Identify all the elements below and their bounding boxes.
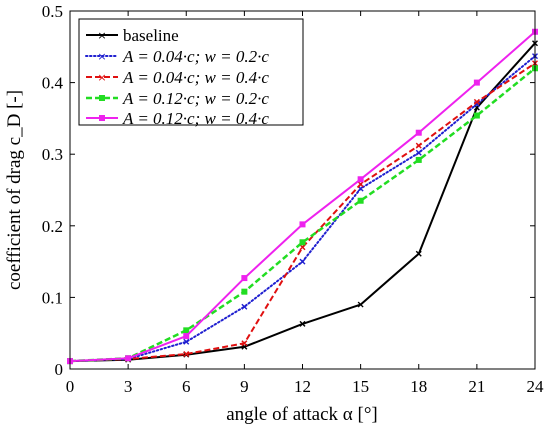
legend-entry-a012-w02: A = 0.12·c; w = 0.2·c (86, 89, 269, 108)
data-point (299, 244, 306, 251)
y-tick-label: 0.1 (42, 288, 63, 307)
data-point (357, 197, 364, 204)
x-tick-label: 18 (410, 377, 427, 396)
legend-marker-a004-w02: × (97, 50, 106, 63)
y-tick-label: 0.4 (42, 74, 64, 93)
legend-marker-a004-w04: × (97, 71, 106, 84)
legend-label-baseline: baseline (123, 26, 179, 45)
series-line-2 (69, 62, 536, 363)
legend-marker-a012-w04 (99, 115, 105, 121)
data-point (299, 221, 306, 228)
data-point (415, 129, 422, 136)
legend: × baseline × A = 0.04·c; w = 0.2·c × A =… (78, 18, 304, 128)
series-line-3 (69, 67, 536, 363)
x-tick-label: 21 (468, 377, 485, 396)
legend-marker-baseline: × (97, 29, 106, 42)
data-point (241, 303, 248, 310)
data-point (241, 340, 248, 347)
legend-label-a004-w02: A = 0.04·c; w = 0.2·c (122, 47, 269, 66)
data-point (473, 98, 480, 105)
data-point (357, 176, 364, 183)
x-tick-label: 3 (124, 377, 133, 396)
legend-label-a004-w04: A = 0.04·c; w = 0.4·c (122, 68, 269, 87)
data-point (183, 327, 190, 334)
data-point (241, 275, 248, 282)
x-tick-label: 9 (240, 377, 249, 396)
x-tick-label: 12 (294, 377, 311, 396)
data-point (299, 258, 306, 265)
y-tick-label: 0.5 (42, 2, 63, 21)
y-tick-label: 0.2 (42, 217, 63, 236)
legend-entry-a004-w02: × A = 0.04·c; w = 0.2·c (85, 47, 269, 66)
data-point (125, 355, 132, 362)
data-point (415, 250, 422, 257)
plot-series-layer (67, 28, 538, 365)
legend-entry-baseline: × baseline (86, 26, 179, 45)
legend-marker-a012-w02 (99, 95, 105, 101)
data-point (183, 350, 190, 357)
axis-ticks: 0 3 6 9 12 15 18 21 24 0 0.1 0.2 0.3 0.4 0.5 (42, 2, 544, 396)
legend-entry-a004-w04: × A = 0.04·c; w = 0.4·c (86, 68, 269, 87)
x-tick-label: 15 (352, 377, 369, 396)
data-point (299, 320, 306, 327)
data-point (241, 288, 248, 295)
legend-label-a012-w02: A = 0.12·c; w = 0.2·c (122, 89, 269, 108)
data-point (415, 149, 422, 156)
data-point (357, 181, 364, 188)
x-axis-label: angle of attack α [°] (226, 404, 378, 425)
legend-entry-a012-w04: A = 0.12·c; w = 0.4·c (86, 109, 269, 128)
data-point (183, 333, 190, 340)
data-point (183, 338, 190, 345)
data-point (415, 142, 422, 149)
x-tick-label: 24 (527, 377, 545, 396)
data-point (357, 301, 364, 308)
x-tick-label: 6 (182, 377, 191, 396)
data-point (415, 156, 422, 163)
y-tick-label: 0 (55, 360, 64, 379)
y-tick-label: 0.3 (42, 145, 63, 164)
legend-box (78, 18, 304, 126)
x-tick-label: 0 (66, 377, 75, 396)
legend-label-a012-w04: A = 0.12·c; w = 0.4·c (122, 109, 269, 128)
data-point (299, 239, 306, 246)
data-point (473, 79, 480, 86)
data-point (473, 112, 480, 119)
y-axis-label: coefficient of drag c_D [-] (4, 90, 25, 290)
